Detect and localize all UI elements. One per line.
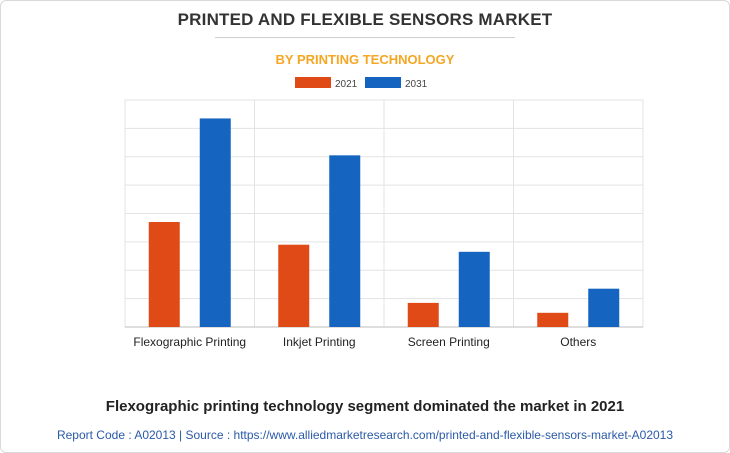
x-tick-label: Inkjet Printing (283, 335, 356, 349)
chart-title: PRINTED AND FLEXIBLE SENSORS MARKET (177, 10, 553, 29)
report-source-footer: Report Code : A02013 | Source : https://… (56, 428, 674, 442)
bar-2031 (588, 288, 620, 327)
x-tick-label: Screen Printing (408, 335, 490, 349)
chart-subtitle: BY PRINTING TECHNOLOGY (275, 52, 455, 67)
bar-2021 (537, 312, 569, 327)
chart-caption: Flexographic printing technology segment… (105, 398, 625, 415)
bar-2021 (407, 302, 439, 327)
title-divider (215, 37, 515, 38)
legend-label: 2021 (335, 79, 358, 90)
bar-2031 (199, 118, 231, 327)
x-tick-label: Others (560, 335, 596, 349)
x-tick-label: Flexographic Printing (133, 335, 246, 349)
bar-2031 (329, 155, 361, 327)
bar-2021 (278, 244, 310, 327)
legend-swatch-2021 (295, 77, 331, 88)
bar-2021 (148, 222, 180, 327)
legend-label: 2031 (405, 79, 428, 90)
legend-swatch-2031 (365, 77, 401, 88)
bar-2031 (458, 251, 490, 327)
